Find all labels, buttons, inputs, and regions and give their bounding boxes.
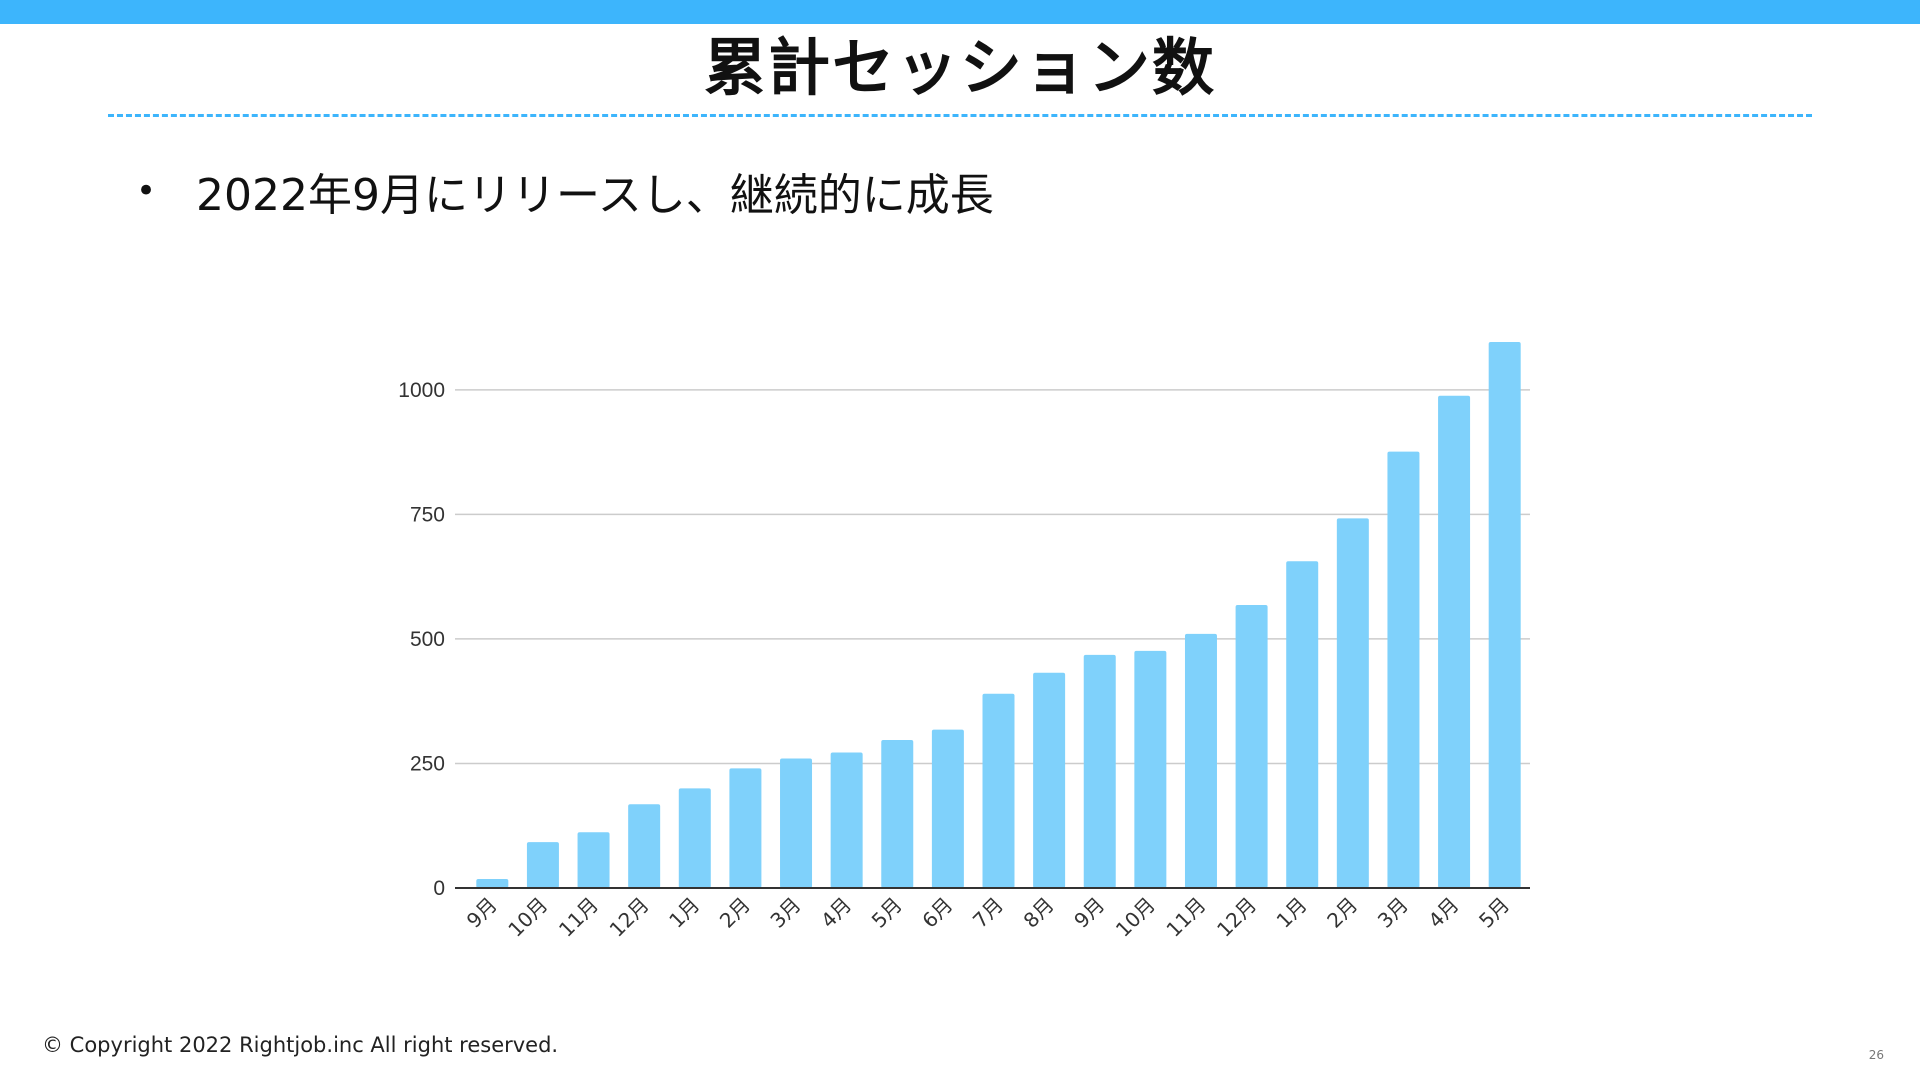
bar <box>1387 451 1420 888</box>
x-tick-label: 2月 <box>1322 893 1362 933</box>
bar <box>1033 672 1066 888</box>
bar <box>628 804 661 888</box>
bullet-item: • 2022年9月にリリースし、継続的に成長 <box>136 160 994 222</box>
x-tick-label: 3月 <box>765 893 805 933</box>
y-tick-label: 1000 <box>398 379 445 402</box>
bar <box>678 788 711 888</box>
bar <box>1083 654 1116 888</box>
x-tick-label: 11月 <box>1161 893 1210 942</box>
x-tick-label: 11月 <box>554 893 603 942</box>
y-tick-label: 500 <box>410 628 445 651</box>
slide-title: 累計セッション数 <box>703 31 1216 104</box>
y-tick-label: 250 <box>410 752 445 775</box>
x-tick-label: 3月 <box>1373 893 1413 933</box>
x-tick-label: 4月 <box>816 893 856 933</box>
bar <box>1184 633 1217 888</box>
y-tick-label: 750 <box>410 503 445 526</box>
session-chart: 0 250 500 750 1000 9月 10月 11月 12月 1月 2月 3月 4月 5月 6月 7月 8… <box>360 330 1560 970</box>
x-tick-label: 5月 <box>867 893 907 933</box>
bar <box>476 879 509 888</box>
bullet-marker: • <box>136 171 157 211</box>
x-tick-label: 8月 <box>1019 893 1059 933</box>
bar <box>577 832 610 888</box>
x-tick-label: 6月 <box>917 893 957 933</box>
bullet-text: 2022年9月にリリースし、継続的に成長 <box>196 170 994 221</box>
x-tick-label: 2月 <box>715 893 755 933</box>
bar <box>729 768 762 888</box>
bar <box>982 693 1015 888</box>
bar <box>1336 518 1369 888</box>
bar <box>526 842 559 888</box>
bar <box>1488 341 1521 888</box>
x-tick-label: 5月 <box>1474 893 1514 933</box>
copyright-text: © Copyright 2022 Rightjob.inc All right … <box>42 1033 559 1057</box>
bar <box>830 752 863 888</box>
top-accent-bar <box>0 0 1920 24</box>
y-tick-label: 0 <box>433 877 445 900</box>
page-number: 26 <box>1868 1048 1884 1062</box>
x-tick-label: 9月 <box>1069 893 1109 933</box>
x-tick-label: 1月 <box>664 893 704 933</box>
x-tick-label: 1月 <box>1272 893 1312 933</box>
x-tick-label: 12月 <box>1212 893 1261 942</box>
bar <box>1134 650 1167 888</box>
x-tick-label: 7月 <box>968 893 1008 933</box>
x-tick-label: 4月 <box>1423 893 1463 933</box>
bar <box>881 740 914 888</box>
x-tick-label: 12月 <box>605 893 654 942</box>
x-tick-label: 9月 <box>462 893 502 933</box>
x-tick-label: 10月 <box>1111 893 1160 942</box>
x-tick-label: 10月 <box>503 893 552 942</box>
bar <box>931 729 964 888</box>
bar <box>1235 605 1268 888</box>
bar <box>1438 395 1471 888</box>
bar <box>1286 561 1319 888</box>
bar <box>780 758 813 888</box>
title-divider <box>108 114 1812 117</box>
